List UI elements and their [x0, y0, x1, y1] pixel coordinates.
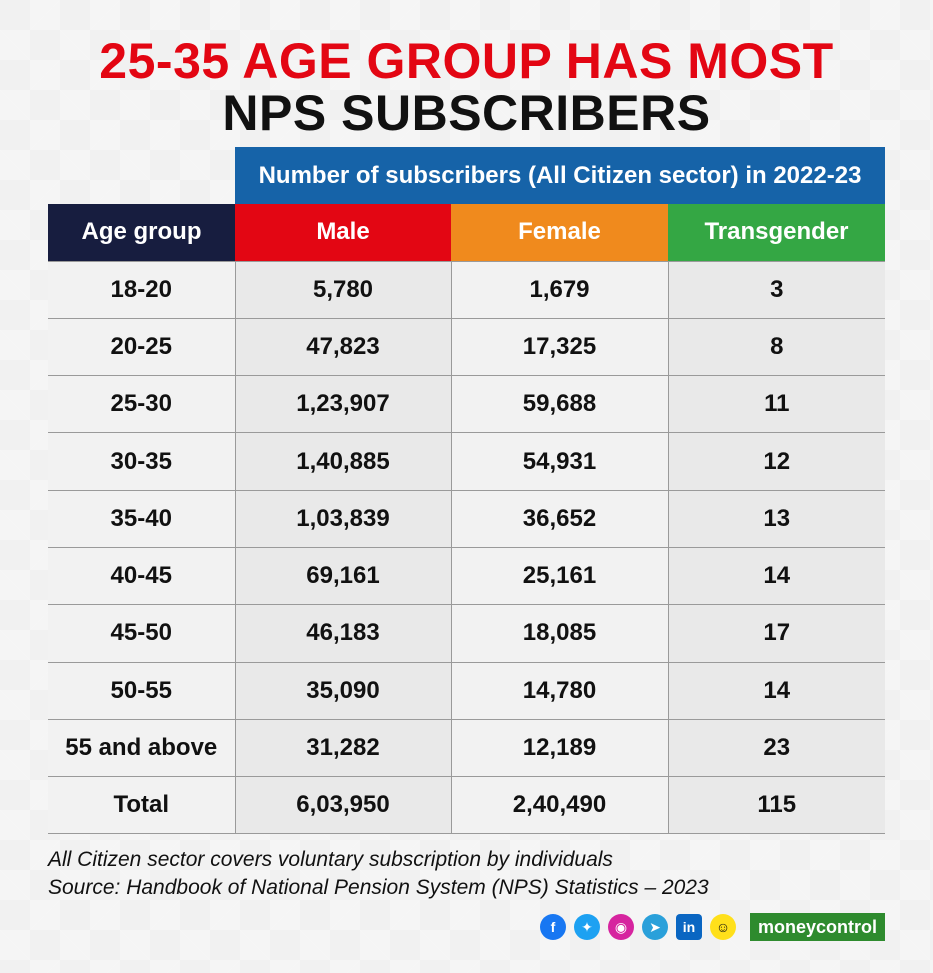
column-header-transgender: Transgender: [668, 204, 885, 261]
cell-transgender: 17: [667, 604, 885, 663]
cell-age-group: 35-40: [48, 489, 235, 548]
cell-transgender: 23: [667, 718, 885, 777]
cell-transgender: 12: [667, 432, 885, 491]
table-row: 35-40 1,03,839 36,652 13: [48, 489, 885, 548]
footnotes: All Citizen sector covers voluntary subs…: [48, 846, 709, 902]
column-header-age-group: Age group: [48, 204, 235, 261]
cell-female: 59,688: [450, 375, 668, 433]
cell-age-group: Total: [48, 776, 235, 835]
table-row: 20-25 47,823 17,325 8: [48, 317, 885, 376]
cell-transgender: 11: [667, 375, 885, 433]
twitter-icon[interactable]: ✦: [573, 914, 600, 940]
cell-male: 1,03,839: [234, 489, 451, 548]
moneycontrol-logo: money control: [749, 913, 885, 941]
cell-female: 14,780: [450, 661, 668, 720]
cell-male: 6,03,950: [234, 776, 451, 835]
cell-female: 12,189: [450, 718, 668, 777]
cell-age-group: 25-30: [48, 375, 235, 433]
cell-transgender: 8: [667, 317, 885, 376]
cell-transgender: 115: [667, 776, 885, 835]
table-row: 18-20 5,780 1,679 3: [48, 260, 885, 319]
cell-age-group: 55 and above: [48, 718, 235, 777]
cell-age-group: 45-50: [48, 604, 235, 663]
cell-male: 35,090: [234, 661, 451, 720]
footnote-definition: All Citizen sector covers voluntary subs…: [48, 848, 613, 871]
title-line-2: NPS SUBSCRIBERS: [222, 85, 711, 141]
cell-age-group: 18-20: [48, 260, 235, 319]
social-footer: f ✦ ◉ ➤ in ☺ money control: [539, 912, 885, 942]
subscribers-table: Age group Male Female Transgender 18-20 5…: [48, 204, 885, 835]
table-row: 25-30 1,23,907 59,688 11: [48, 375, 885, 433]
cell-female: 54,931: [450, 432, 668, 491]
cell-male: 47,823: [234, 317, 451, 376]
cell-transgender: 14: [667, 546, 885, 605]
table-row: 55 and above 31,282 12,189 23: [48, 718, 885, 777]
footnote-source: Source: Handbook of National Pension Sys…: [48, 876, 709, 899]
cell-transgender: 3: [667, 260, 885, 319]
cell-male: 31,282: [234, 718, 451, 777]
cell-age-group: 20-25: [48, 317, 235, 376]
cell-female: 1,679: [450, 260, 668, 319]
cell-female: 25,161: [450, 546, 668, 605]
header-row: Age group Male Female Transgender: [48, 204, 885, 261]
cell-male: 5,780: [234, 260, 451, 319]
cell-male: 1,40,885: [234, 432, 451, 491]
cell-female: 18,085: [450, 604, 668, 663]
table-row: 40-45 69,161 25,161 14: [48, 546, 885, 605]
cell-transgender: 14: [667, 661, 885, 720]
table-super-header: Number of subscribers (All Citizen secto…: [235, 147, 885, 204]
table-row: 45-50 46,183 18,085 17: [48, 604, 885, 663]
cell-male: 46,183: [234, 604, 451, 663]
cell-age-group: 50-55: [48, 661, 235, 720]
table-row: 30-35 1,40,885 54,931 12: [48, 432, 885, 491]
table-row: Total 6,03,950 2,40,490 115: [48, 776, 885, 835]
column-header-female: Female: [451, 204, 668, 261]
cell-male: 69,161: [234, 546, 451, 605]
cell-female: 2,40,490: [450, 776, 668, 835]
table-row: 50-55 35,090 14,780 14: [48, 661, 885, 720]
linkedin-icon[interactable]: in: [675, 914, 702, 940]
facebook-icon[interactable]: f: [539, 914, 566, 940]
table-body: 18-20 5,780 1,679 3 20-25 47,823 17,325 8 25-30 1…: [48, 260, 885, 835]
column-header-male: Male: [235, 204, 451, 261]
title-line-1: 25-35 AGE GROUP HAS MOST: [99, 33, 834, 89]
cell-female: 17,325: [450, 317, 668, 376]
cell-age-group: 30-35: [48, 432, 235, 491]
cell-male: 1,23,907: [234, 375, 451, 433]
instagram-icon[interactable]: ◉: [607, 914, 634, 940]
snapchat-icon[interactable]: ☺: [709, 914, 736, 940]
cell-transgender: 13: [667, 489, 885, 548]
cell-age-group: 40-45: [48, 546, 235, 605]
telegram-icon[interactable]: ➤: [641, 914, 668, 940]
cell-female: 36,652: [450, 489, 668, 548]
